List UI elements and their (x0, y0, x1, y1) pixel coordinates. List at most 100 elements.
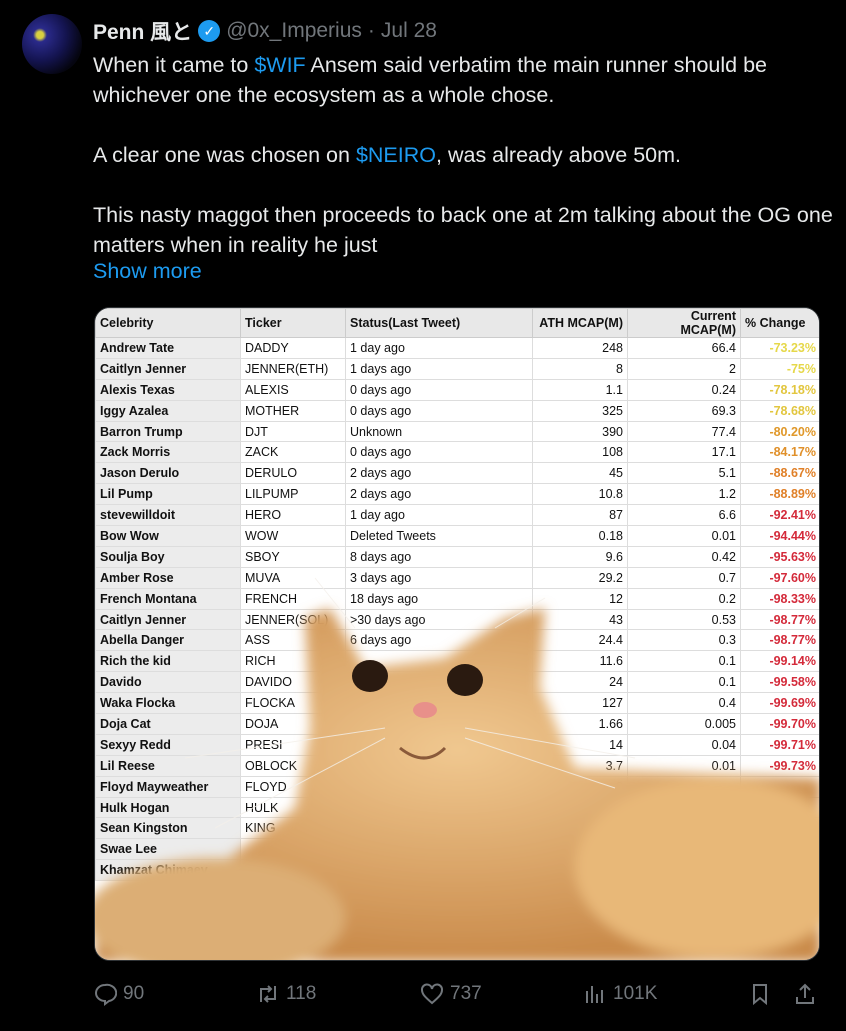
table-cell: ASS (240, 629, 346, 652)
text: When it came to (93, 53, 255, 77)
table-cell: DJT (240, 420, 346, 443)
table-cell: stevewilldoit (95, 504, 241, 527)
cashtag-link[interactable]: $NEIRO (355, 143, 437, 167)
table-cell: 390 (532, 420, 628, 443)
table-cell: HULK (240, 796, 346, 819)
reply-icon (95, 983, 117, 1006)
table-row: French Montana FRENCH 18 days ago 12 0.2 -98.… (95, 587, 819, 610)
table-cell: >30 days ago (345, 608, 533, 631)
cashtag-link[interactable]: $WIF (254, 53, 306, 77)
tweet-image[interactable]: Celebrity Ticker Status(Last Tweet) ATH MCA… (94, 307, 820, 961)
table-row: Sexyy Redd PRESI 14 0.04 -99.71% (95, 733, 819, 756)
verified-badge-icon: ✓ (198, 20, 221, 42)
table-row: Hulk Hogan HULK 5.1 (95, 796, 819, 819)
table-cell (345, 859, 533, 882)
table-cell: FLOCKA (240, 692, 346, 715)
table-cell: Hulk Hogan (95, 796, 241, 819)
table-cell: KING (240, 817, 346, 840)
table-cell: LILPUMP (240, 483, 346, 506)
table-cell: 24.4 (532, 629, 628, 652)
table-row: Davido DAVIDO 24 0.1 -99.58% (95, 671, 819, 694)
table-cell: 6 days ago (345, 629, 533, 652)
avatar[interactable] (22, 14, 82, 74)
table-cell: 108 (532, 441, 628, 464)
text: A clear one was chosen on (93, 143, 356, 167)
table-row: Lil Reese OBLOCK 3.7 0.01 -99.73% (95, 754, 819, 777)
table-cell: 0.2 (627, 587, 741, 610)
column-header: Celebrity (95, 308, 241, 338)
table-cell: JENNER(SOL) (240, 608, 346, 631)
like-button[interactable]: 737 (420, 982, 482, 1006)
table-cell: MOTHER (240, 399, 346, 422)
repost-count: 118 (286, 983, 317, 1004)
table-row: Floyd Mayweather FLOYD 8 (95, 775, 819, 798)
table-cell: PRESI (240, 733, 346, 756)
share-button[interactable] (793, 982, 817, 1006)
table-cell: 0.18 (532, 525, 628, 547)
table-cell (740, 775, 819, 798)
table-cell: 1 day ago (345, 504, 533, 527)
table-row: stevewilldoit HERO 1 day ago 87 6.6 -92.41% (95, 504, 819, 527)
tweet-header: Penn 風と ✓ @0x_Imperius · Jul 28 (93, 16, 437, 46)
table-cell: -98.33% (740, 587, 819, 610)
reply-button[interactable]: 90 (93, 982, 144, 1006)
show-more-link[interactable]: Show more (93, 259, 202, 283)
table-row: Caitlyn Jenner JENNER(SOL) >30 days ago 43 0… (95, 608, 819, 631)
table-cell: HERO (240, 504, 346, 527)
table-cell: -99.70% (740, 713, 819, 735)
table-cell: -99.58% (740, 671, 819, 694)
table-cell (740, 859, 819, 882)
table-cell (532, 859, 628, 882)
table-cell: 0.3 (627, 629, 741, 652)
author-handle[interactable]: @0x_Imperius (226, 19, 362, 42)
table-cell: 0.01 (627, 525, 741, 547)
table-cell: 127 (532, 692, 628, 715)
table-cell: -99.14% (740, 650, 819, 673)
table-row: Swae Lee (95, 838, 819, 861)
table-cell (345, 754, 533, 777)
table-cell: DOJA (240, 713, 346, 735)
table-row: Lil Pump LILPUMP 2 days ago 10.8 1.2 -88.89% (95, 483, 819, 506)
table-row: Sean Kingston KING (95, 817, 819, 840)
table-cell: Sexyy Redd (95, 733, 241, 756)
table-cell: Khamzat Chimaev (95, 859, 241, 882)
table-row: Andrew Tate DADDY 1 day ago 248 66.4 -73.23% (95, 337, 819, 359)
views-count: 101K (613, 983, 658, 1004)
bookmark-button[interactable] (748, 982, 772, 1006)
table-row: Alexis Texas ALEXIS 0 days ago 1.1 0.24 -78.1… (95, 378, 819, 401)
table-cell: 18 days ago (345, 587, 533, 610)
table-cell: Caitlyn Jenner (95, 608, 241, 631)
table-cell: 0.24 (627, 378, 741, 401)
column-header: ATH MCAP(M) (532, 308, 628, 338)
tweet-actions: 90 118 737 101K (93, 982, 823, 1010)
table-cell (345, 838, 533, 861)
table-cell: 6.6 (627, 504, 741, 527)
table-cell: 0.53 (627, 608, 741, 631)
table-cell: Lil Pump (95, 483, 241, 506)
table-cell: 8 (532, 775, 628, 798)
table-cell: -98.77% (740, 608, 819, 631)
tweet-date[interactable]: Jul 28 (380, 19, 437, 42)
table-cell: DERULO (240, 462, 346, 485)
table-cell: Caitlyn Jenner (95, 357, 241, 380)
table-cell: 0.42 (627, 545, 741, 568)
table-row: Barron Trump DJT Unknown 390 77.4 -80.20% (95, 420, 819, 443)
table-cell: OBLOCK (240, 754, 346, 777)
table-cell (740, 796, 819, 819)
repost-button[interactable]: 118 (256, 982, 316, 1006)
table-cell (345, 775, 533, 798)
reply-count: 90 (123, 983, 145, 1004)
table-cell: -99.69% (740, 692, 819, 715)
table-cell (240, 838, 346, 861)
table-cell: SBOY (240, 545, 346, 568)
repost-icon (260, 985, 276, 1003)
table-cell: -92.41% (740, 504, 819, 527)
views-button[interactable]: 101K (583, 982, 657, 1006)
author-name[interactable]: Penn 風と (93, 21, 193, 44)
table-cell: 2 days ago (345, 483, 533, 506)
table-cell: 1.2 (627, 483, 741, 506)
table-cell: 0.04 (627, 733, 741, 756)
table-cell: -80.20% (740, 420, 819, 443)
table-cell: 3.7 (532, 754, 628, 777)
table-cell: 0.1 (627, 650, 741, 673)
